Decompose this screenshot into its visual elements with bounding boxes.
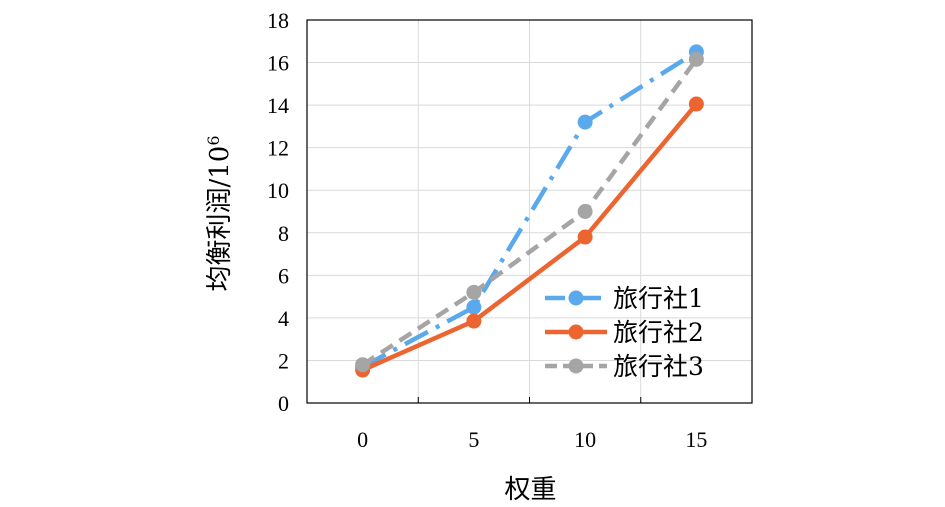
data-point [577,204,593,219]
y-axis-title: 均衡利润/106 [204,135,236,291]
data-point [355,357,371,373]
x-axis-title: 权重 [504,475,556,505]
x-tick-label: 15 [685,427,707,452]
series-3 [355,51,704,373]
y-tick-label: 18 [267,8,289,33]
y-tick-label: 10 [267,178,289,203]
legend-label: 旅行社1 [613,284,704,313]
y-tick-label: 6 [278,263,289,288]
legend-swatch-marker [568,290,584,306]
series-line [361,102,699,373]
y-tick-label: 4 [278,306,289,331]
y-tick-label: 8 [278,221,289,246]
x-tick-label: 10 [574,427,596,452]
legend: 旅行社1 旅行社2 旅行社3 [545,284,704,381]
y-axis-ticks: 0 2 4 6 8 10 12 14 16 18 [267,8,289,416]
y-axis-title-text: 均衡利润/10 [205,146,235,292]
y-axis-title-group: 均衡利润/106 [204,135,236,291]
x-tick-label: 0 [357,427,368,452]
series-line [361,50,698,369]
legend-swatch-marker [568,358,584,374]
data-point [466,299,482,315]
y-tick-label: 0 [278,391,289,416]
y-axis-title-superscript: 6 [204,135,223,145]
data-point [577,229,593,245]
y-tick-label: 12 [267,136,289,161]
legend-label: 旅行社2 [613,318,704,347]
legend-swatch-marker [568,324,584,340]
y-tick-label: 14 [267,93,289,118]
series-2 [355,96,704,378]
data-point [466,284,482,300]
x-axis-ticks: 0 5 10 15 [357,427,707,452]
series-lines [355,44,704,378]
data-point [466,313,482,329]
x-tick-label: 5 [468,427,479,452]
data-point [577,114,593,130]
data-point [688,51,704,67]
plot-area-border [306,19,753,404]
y-tick-label: 2 [278,348,289,373]
legend-label: 旅行社3 [613,352,704,381]
y-tick-label: 16 [267,51,289,76]
data-point [688,96,704,112]
series-line [361,58,699,367]
